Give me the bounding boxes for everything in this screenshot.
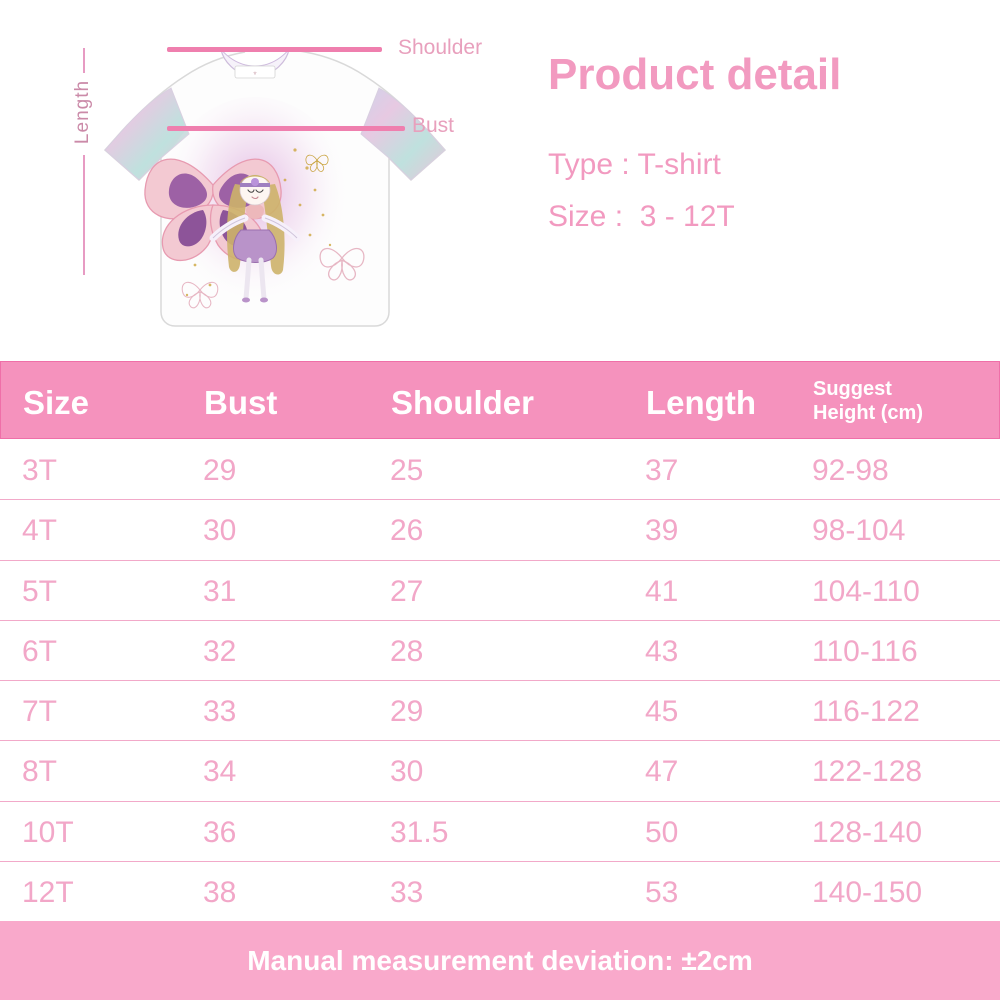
svg-text:⚜: ⚜ <box>253 71 257 77</box>
